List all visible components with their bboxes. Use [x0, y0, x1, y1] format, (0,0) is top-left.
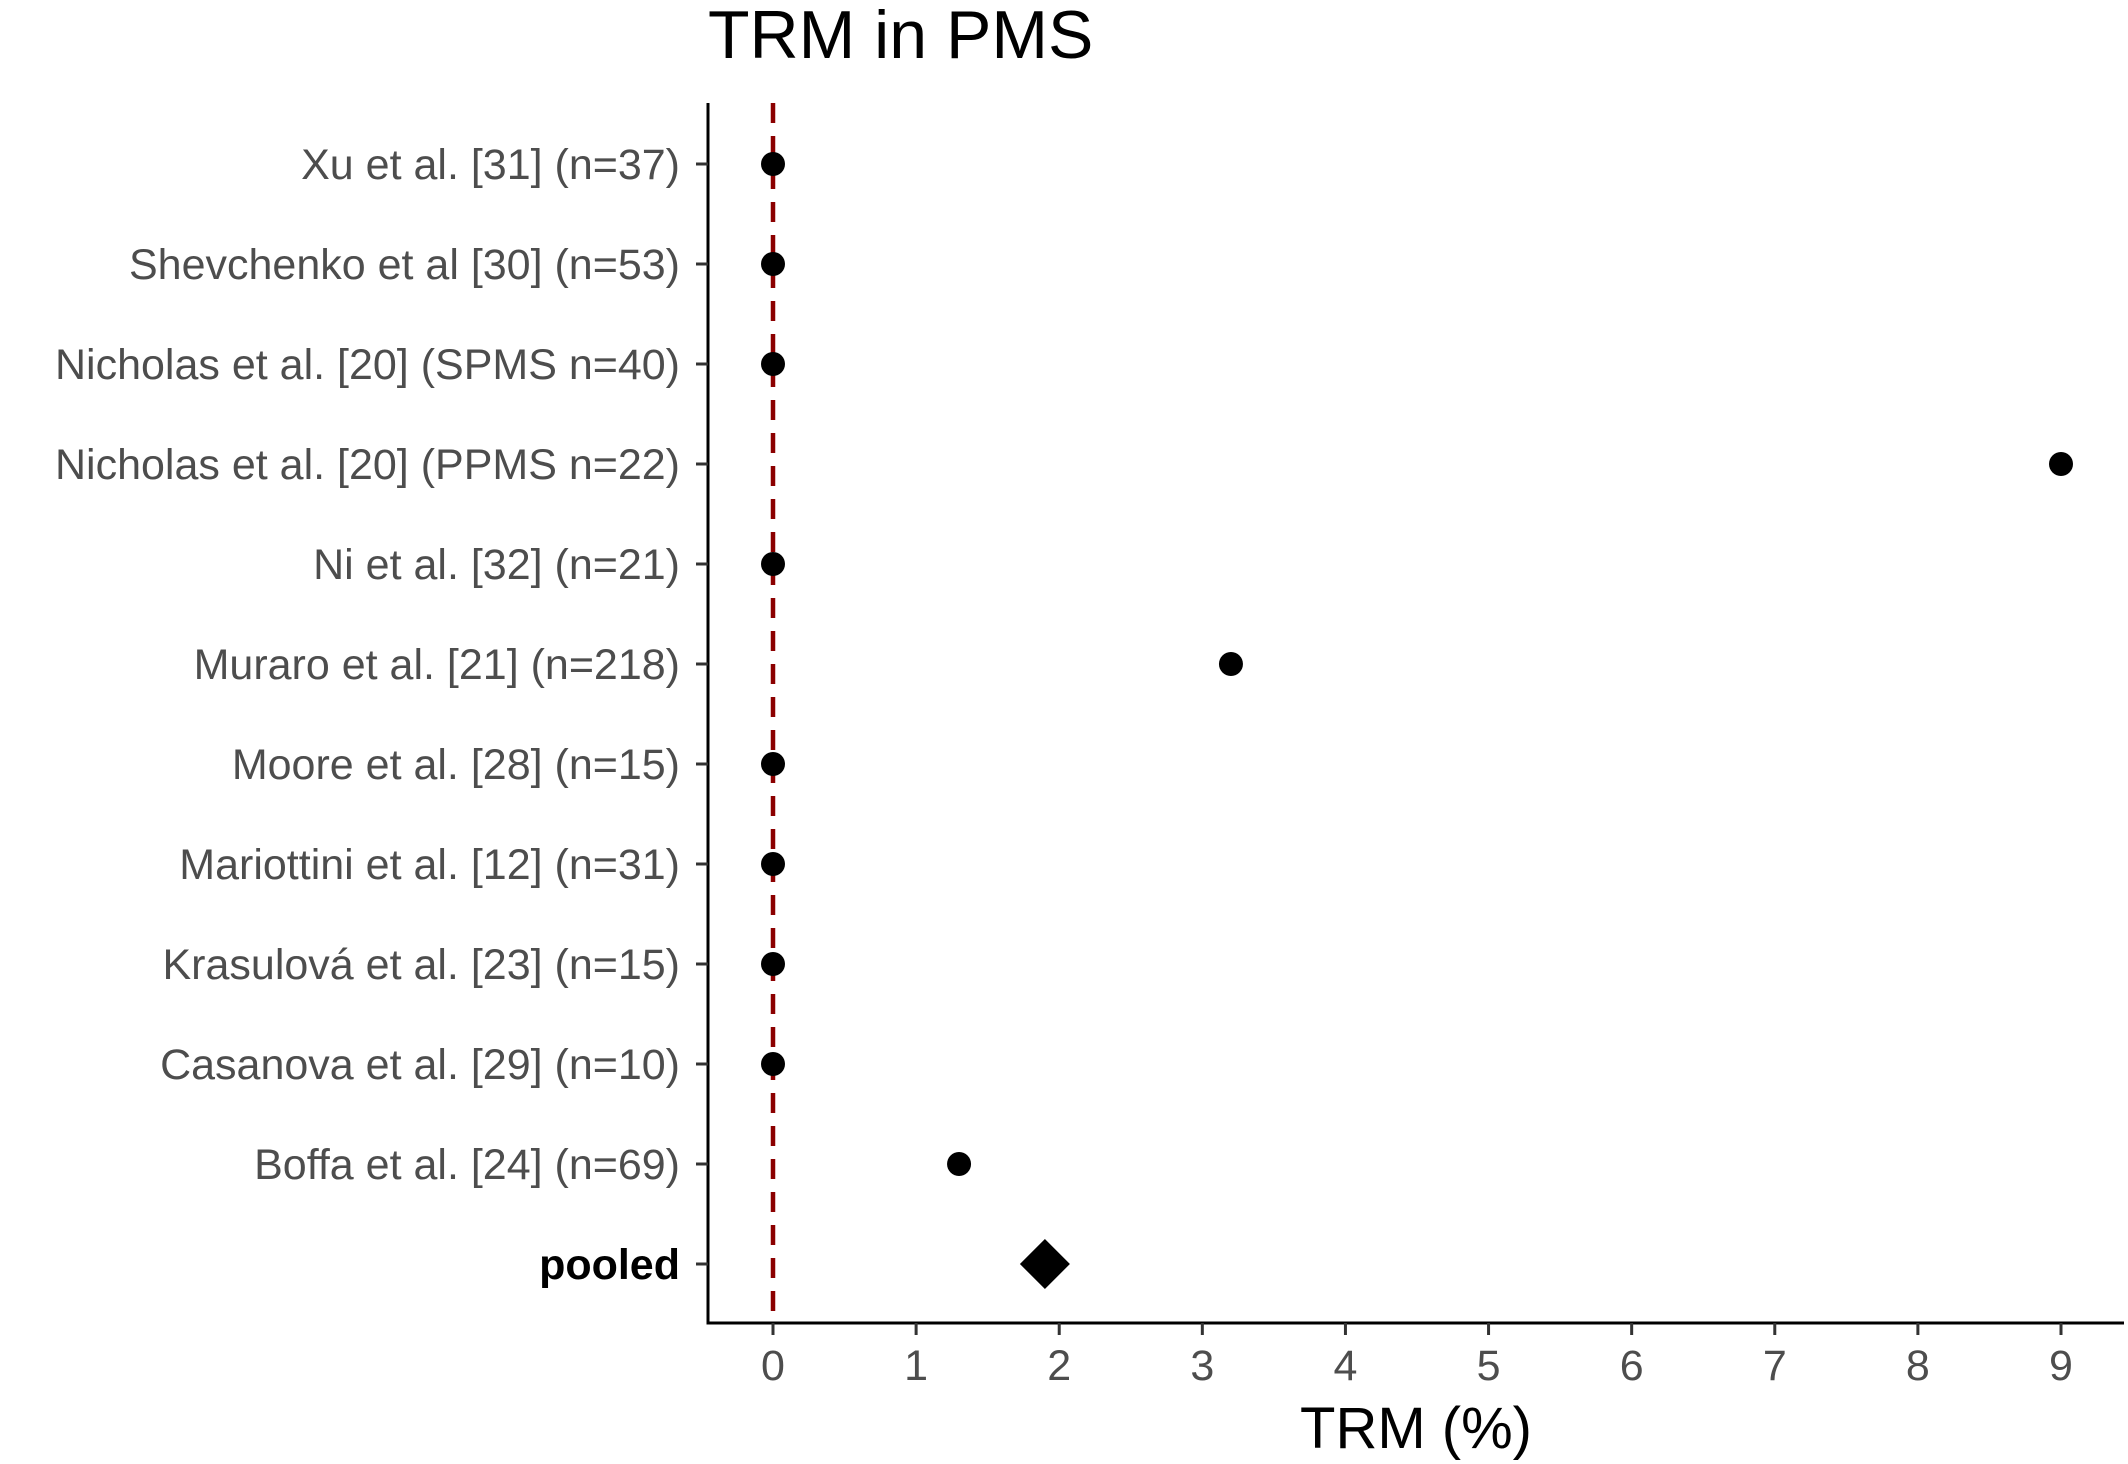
study-label: Mariottini et al. [12] (n=31): [179, 841, 680, 889]
x-tick-label: 1: [904, 1342, 928, 1390]
study-label: Xu et al. [31] (n=37): [301, 141, 680, 189]
study-label: Nicholas et al. [20] (PPMS n=22): [55, 441, 680, 489]
pooled-label: pooled: [539, 1241, 680, 1289]
study-point: [761, 152, 785, 176]
x-tick-label: 2: [1047, 1342, 1071, 1390]
x-tick-label: 3: [1190, 1342, 1214, 1390]
study-label: Moore et al. [28] (n=15): [232, 741, 680, 789]
x-tick-label: 5: [1477, 1342, 1501, 1390]
study-label: Shevchenko et al [30] (n=53): [129, 241, 680, 289]
study-point: [761, 852, 785, 876]
study-point: [947, 1152, 972, 1176]
study-label: Krasulová et al. [23] (n=15): [163, 941, 681, 989]
study-point: [761, 752, 785, 776]
axes-layer: [696, 103, 2124, 1325]
pooled-estimate-diamond: [1019, 1239, 1070, 1289]
study-label: Ni et al. [32] (n=21): [313, 541, 680, 589]
study-label: Nicholas et al. [20] (SPMS n=40): [55, 341, 680, 389]
study-labels: Xu et al. [31] (n=37) Shevchenko et al [3…: [55, 141, 680, 1289]
x-tick-label: 7: [1763, 1342, 1787, 1390]
study-point: [761, 252, 785, 276]
chart-title: TRM in PMS: [708, 0, 1093, 73]
study-point: [761, 352, 785, 376]
study-label: Casanova et al. [29] (n=10): [160, 1041, 680, 1089]
data-points: [761, 152, 2073, 1289]
x-tick-label: 0: [761, 1342, 785, 1390]
x-axis-ticks: 0 1 2 3 4 5 6 7 8 9: [761, 1323, 2073, 1390]
x-axis-title: TRM (%): [1300, 1396, 1532, 1461]
study-point: [2049, 452, 2073, 476]
x-tick-label: 9: [2049, 1342, 2073, 1390]
study-point: [1218, 652, 1243, 676]
x-tick-label: 4: [1333, 1342, 1357, 1390]
x-tick-label: 6: [1620, 1342, 1644, 1390]
study-label: Muraro et al. [21] (n=218): [194, 641, 680, 689]
x-tick-label: 8: [1906, 1342, 1930, 1390]
study-point: [761, 552, 785, 576]
study-point: [761, 952, 785, 976]
study-point: [761, 1052, 785, 1076]
study-label: Boffa et al. [24] (n=69): [254, 1141, 680, 1189]
